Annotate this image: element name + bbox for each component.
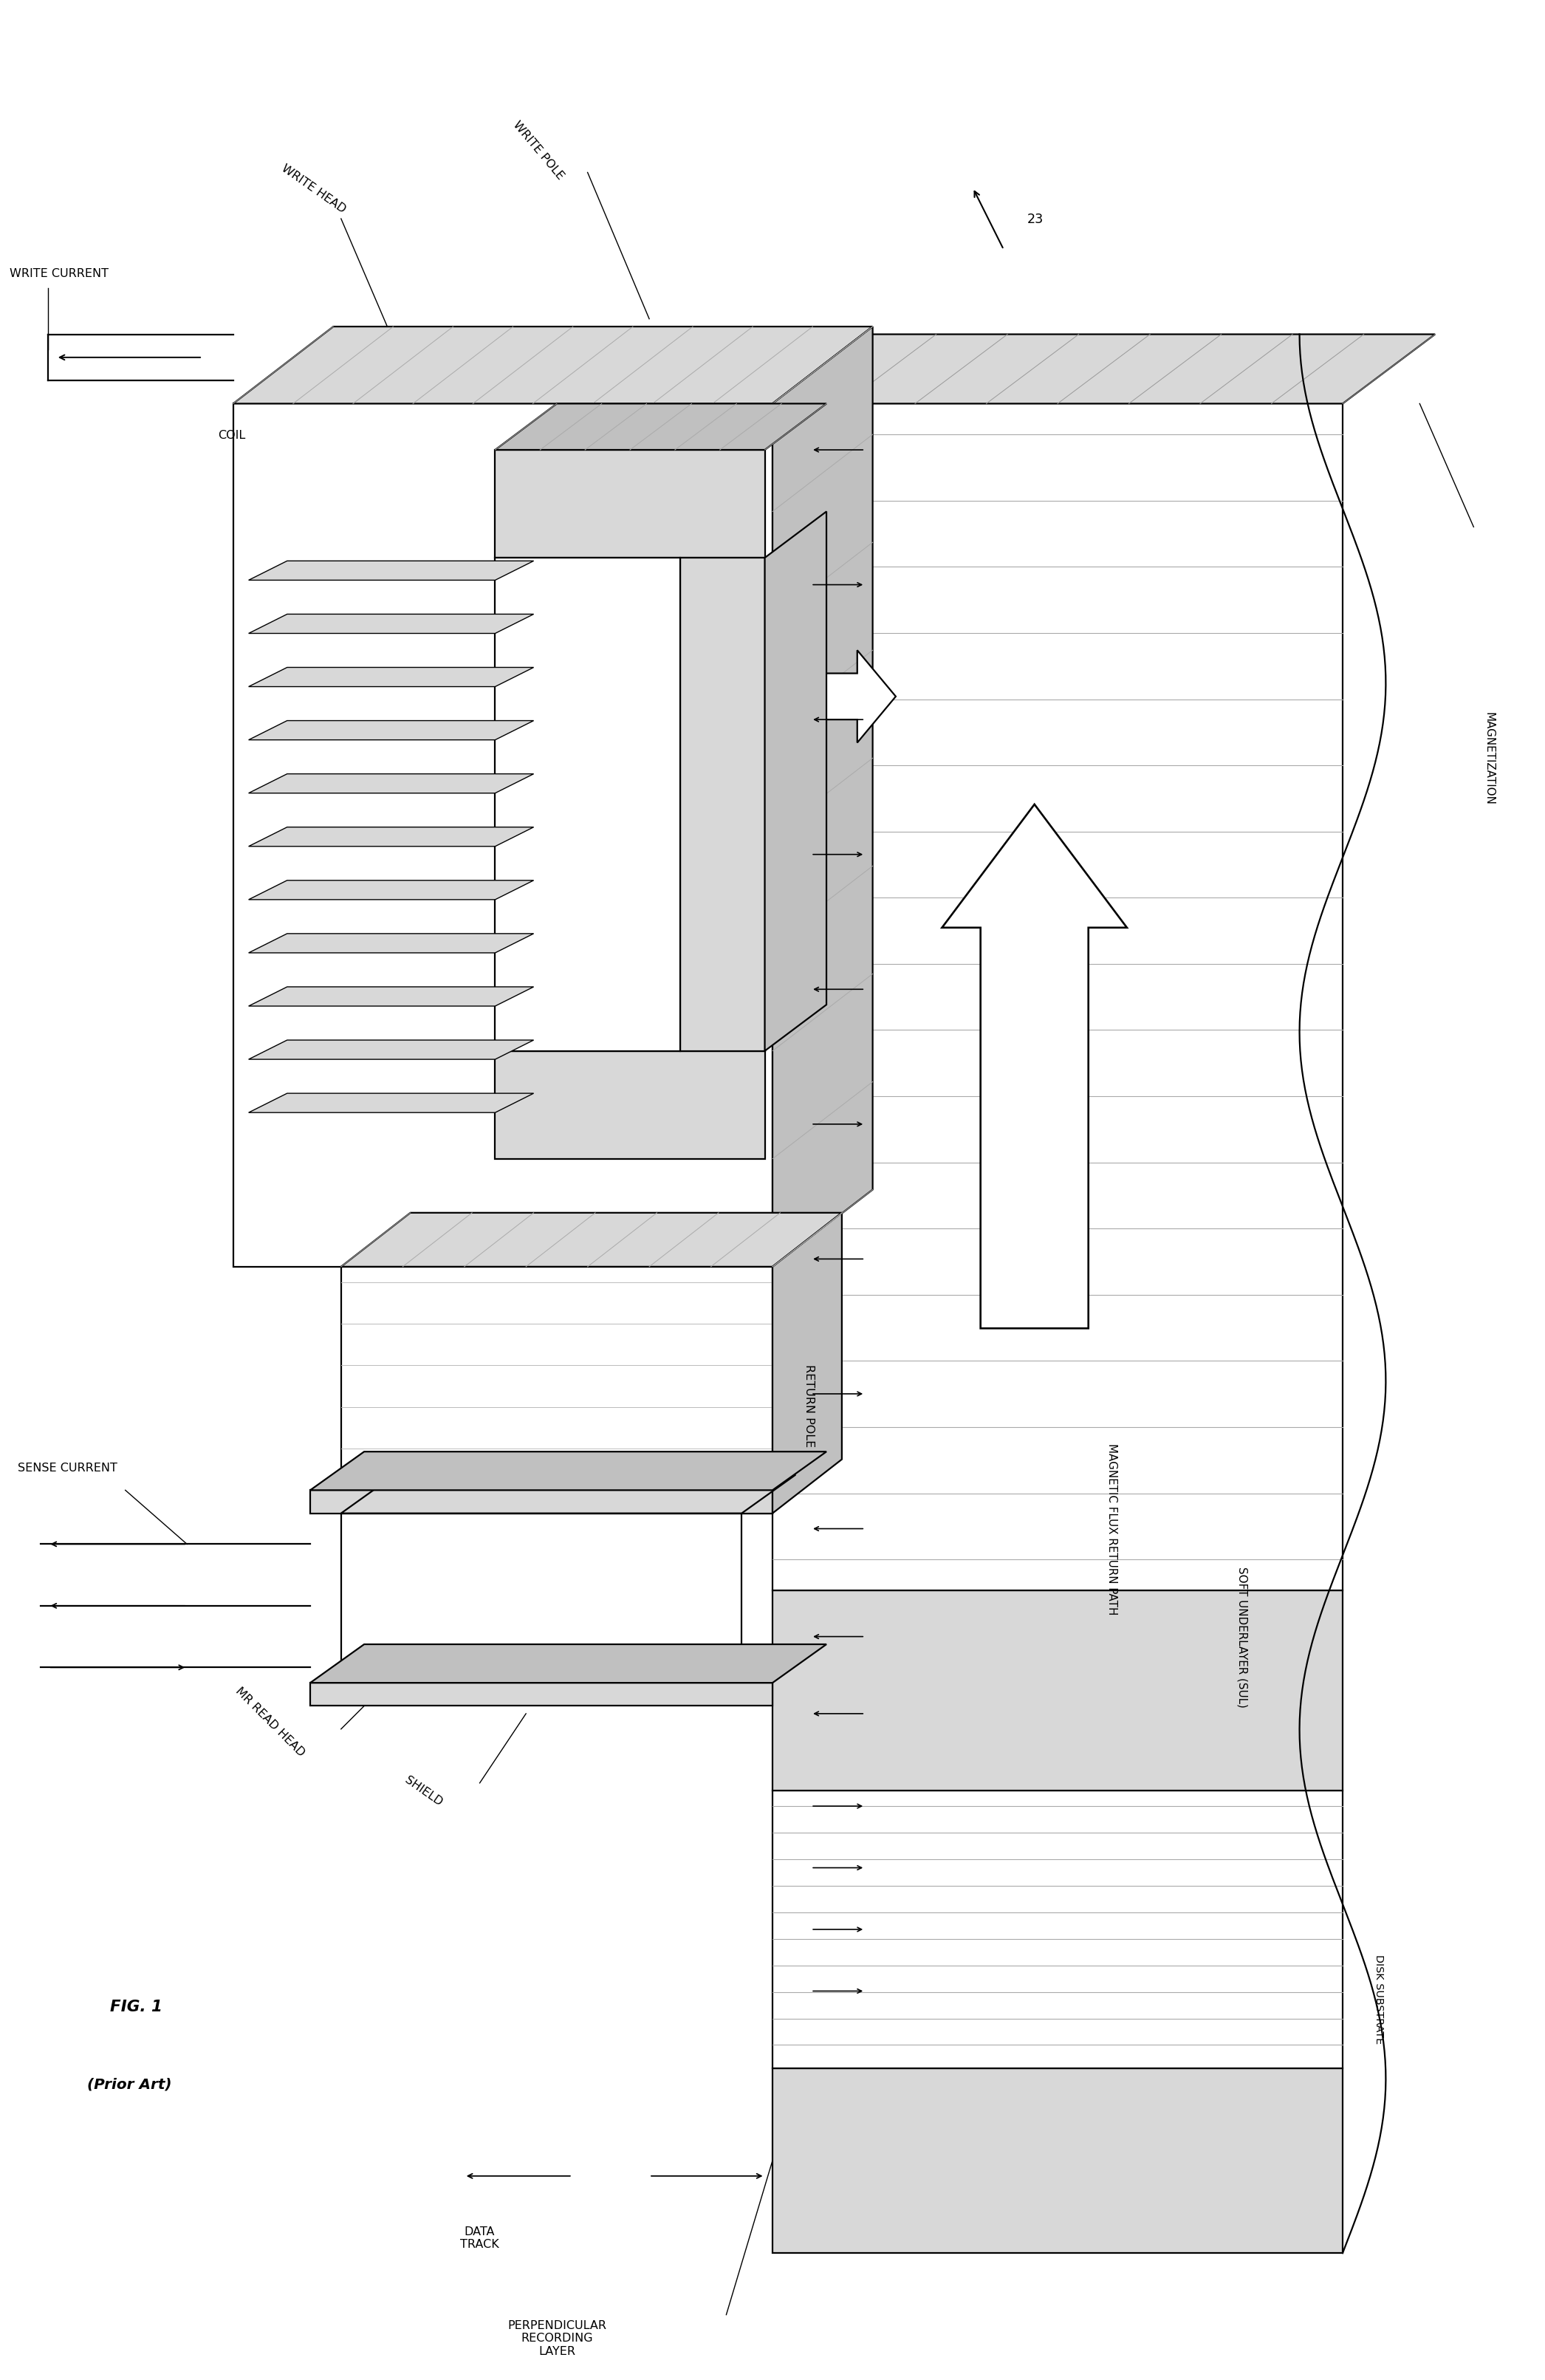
Polygon shape	[233, 405, 772, 1266]
Polygon shape	[249, 721, 533, 740]
Text: 23: 23	[1027, 212, 1043, 226]
Text: WRITE HEAD: WRITE HEAD	[280, 162, 348, 214]
Polygon shape	[249, 933, 533, 954]
Text: SHIELD: SHIELD	[403, 1773, 445, 1809]
Text: DISK SUBSTRATE: DISK SUBSTRATE	[1374, 1954, 1384, 2044]
Polygon shape	[249, 669, 533, 688]
Text: WRITE POLE: WRITE POLE	[510, 119, 565, 181]
Polygon shape	[680, 559, 765, 1052]
Polygon shape	[494, 1052, 765, 1159]
Polygon shape	[341, 1514, 742, 1683]
Polygon shape	[942, 804, 1126, 1328]
Polygon shape	[249, 988, 533, 1007]
Polygon shape	[311, 1683, 772, 1706]
Polygon shape	[249, 562, 533, 581]
Polygon shape	[772, 1214, 842, 1514]
Text: WRITE CURRENT: WRITE CURRENT	[9, 267, 108, 278]
Polygon shape	[249, 881, 533, 900]
Text: RETURN POLE: RETURN POLE	[803, 1364, 814, 1447]
Polygon shape	[341, 1476, 796, 1514]
Polygon shape	[311, 1452, 827, 1490]
Polygon shape	[249, 828, 533, 847]
Polygon shape	[494, 450, 765, 559]
Text: FIG. 1: FIG. 1	[110, 1999, 162, 2013]
Polygon shape	[494, 405, 827, 450]
Polygon shape	[772, 336, 1435, 405]
Polygon shape	[772, 405, 1343, 1590]
Text: PERPENDICULAR
RECORDING
LAYER: PERPENDICULAR RECORDING LAYER	[507, 2320, 606, 2356]
Polygon shape	[249, 614, 533, 633]
Polygon shape	[494, 559, 680, 1052]
Polygon shape	[772, 1790, 1343, 2068]
Polygon shape	[765, 512, 827, 1052]
Polygon shape	[772, 2068, 1343, 2254]
Polygon shape	[249, 1040, 533, 1059]
Polygon shape	[341, 1266, 772, 1514]
Polygon shape	[341, 1214, 842, 1266]
Polygon shape	[249, 1095, 533, 1114]
Text: MR READ HEAD: MR READ HEAD	[233, 1685, 306, 1759]
Polygon shape	[772, 326, 873, 1266]
Text: MAGNETIZATION: MAGNETIZATION	[1483, 712, 1494, 804]
Text: MAGNETIC FLUX RETURN PATH: MAGNETIC FLUX RETURN PATH	[1106, 1442, 1117, 1614]
Polygon shape	[249, 774, 533, 793]
Polygon shape	[311, 1645, 827, 1683]
Text: COIL: COIL	[218, 428, 246, 440]
Polygon shape	[780, 650, 896, 743]
Text: DATA
TRACK: DATA TRACK	[460, 2225, 499, 2249]
Text: (Prior Art): (Prior Art)	[87, 2078, 171, 2090]
Polygon shape	[311, 1490, 772, 1514]
Polygon shape	[233, 326, 873, 405]
Text: SENSE CURRENT: SENSE CURRENT	[17, 1461, 117, 1473]
Text: SOFT UNDERLAYER (SUL): SOFT UNDERLAYER (SUL)	[1238, 1566, 1248, 1706]
Polygon shape	[772, 1590, 1343, 1790]
